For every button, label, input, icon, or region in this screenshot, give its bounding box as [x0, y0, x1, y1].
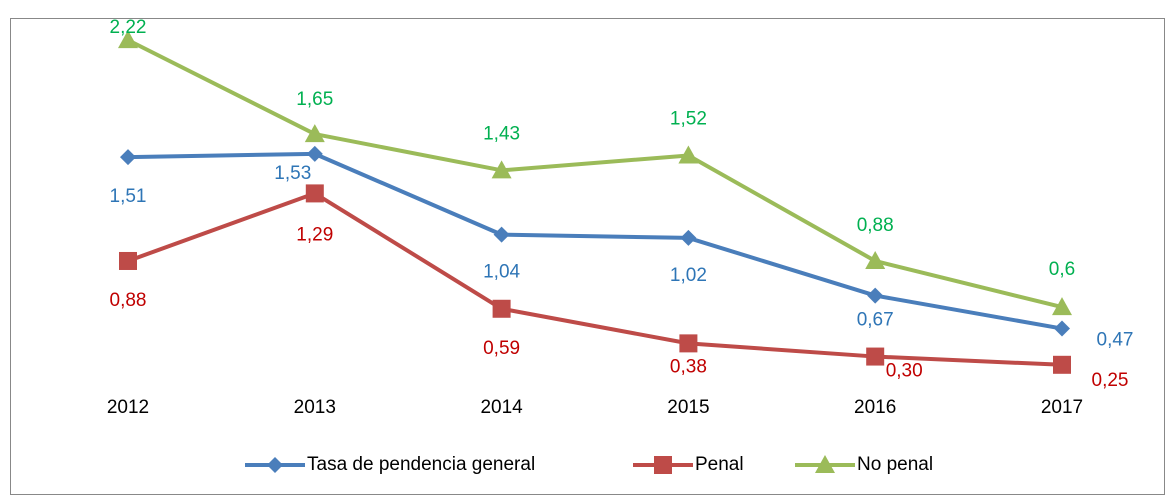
legend-marker — [267, 457, 283, 473]
marker — [1052, 297, 1072, 316]
marker — [680, 229, 697, 246]
data-label: 1,53 — [274, 163, 311, 184]
marker — [492, 299, 511, 318]
marker — [679, 334, 698, 353]
data-label: 1,51 — [110, 186, 147, 207]
data-label: 1,29 — [296, 224, 333, 245]
data-label: 0,88 — [857, 215, 894, 236]
marker — [493, 226, 510, 243]
data-label: 1,52 — [670, 109, 707, 130]
data-label: 0,25 — [1092, 370, 1129, 391]
data-label: 1,02 — [670, 265, 707, 286]
series-line — [127, 38, 1063, 310]
legend-marker — [815, 455, 835, 473]
data-label: 2,22 — [110, 17, 147, 38]
legend-label: Penal — [695, 454, 744, 475]
data-label: 0,88 — [110, 290, 147, 311]
x-tick-label: 2014 — [480, 397, 523, 418]
data-label: 1,04 — [483, 262, 520, 283]
x-tick-label: 2017 — [1041, 397, 1083, 418]
legend-label: Tasa de pendencia general — [307, 454, 535, 475]
x-tick-label: 2012 — [107, 397, 149, 418]
marker — [491, 160, 512, 179]
marker — [304, 124, 325, 143]
series-line — [127, 151, 1063, 331]
series-line — [127, 191, 1063, 367]
x-tick-label: 2013 — [294, 397, 336, 418]
data-label: 0,30 — [886, 361, 923, 382]
marker — [120, 149, 136, 166]
marker — [119, 251, 137, 270]
legend-marker — [654, 456, 672, 474]
legend-label: No penal — [857, 454, 933, 475]
marker — [1054, 320, 1070, 337]
marker — [678, 145, 699, 164]
data-label: 0,47 — [1097, 330, 1134, 351]
x-tick-label: 2015 — [667, 397, 709, 418]
marker — [867, 287, 884, 304]
chart-frame — [10, 18, 1165, 495]
data-label: 0,67 — [857, 310, 894, 331]
marker — [865, 250, 886, 269]
data-label: 1,43 — [483, 123, 520, 144]
data-label: 1,65 — [296, 89, 333, 110]
data-label: 0,6 — [1049, 259, 1075, 280]
marker — [866, 347, 885, 366]
x-tick-label: 2016 — [854, 397, 896, 418]
marker — [306, 145, 323, 162]
marker — [305, 184, 324, 203]
marker — [118, 30, 138, 49]
data-label: 0,38 — [670, 356, 707, 377]
data-label: 0,59 — [483, 338, 520, 359]
marker — [1053, 355, 1071, 374]
